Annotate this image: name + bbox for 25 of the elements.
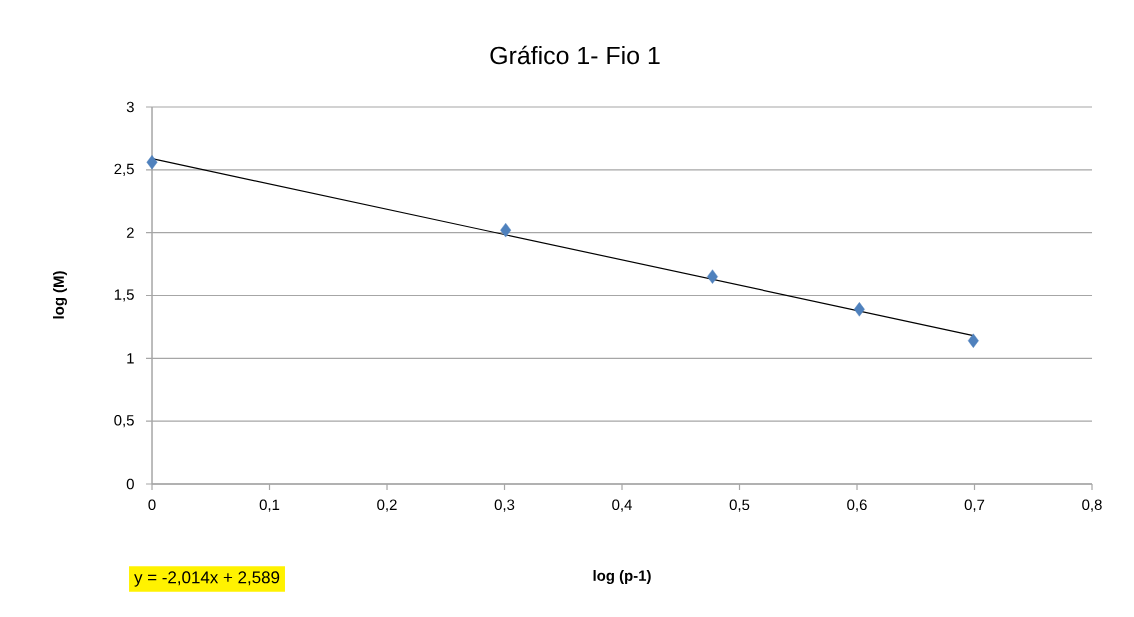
- y-tick-label: 0,5: [114, 414, 134, 428]
- point: [146, 155, 158, 170]
- x-axis-title: log (p-1): [593, 569, 651, 584]
- x-tick-label: 0,1: [259, 499, 280, 512]
- point: [853, 302, 865, 317]
- x-tick-label: 0,8: [1082, 499, 1102, 512]
- y-tick-label: 2: [126, 227, 134, 238]
- point: [707, 269, 718, 284]
- x-tick-label: 0,2: [377, 499, 397, 512]
- x-tick-label: 0,3: [494, 499, 515, 512]
- x-tick-label: 0: [148, 499, 156, 511]
- y-axis-title: log (M): [53, 271, 68, 319]
- point: [500, 222, 512, 238]
- y-tick-label: 2,5: [114, 163, 134, 176]
- x-tick-label: 0,7: [964, 499, 985, 512]
- chart-title: Gráfico 1- Fio 1: [490, 45, 660, 65]
- y-tick-label: 3: [126, 101, 134, 113]
- y-tick-label: 1,5: [114, 289, 134, 302]
- text: y = -2,014x + 2,589: [134, 571, 280, 587]
- y-tick-label: 1: [127, 353, 134, 364]
- y-tick-label: 0: [126, 478, 134, 490]
- x-tick-label: 0,5: [729, 499, 750, 512]
- x-tick-label: 0,4: [612, 499, 632, 512]
- point: [967, 333, 979, 348]
- x-tick-label: 0,6: [847, 499, 867, 512]
